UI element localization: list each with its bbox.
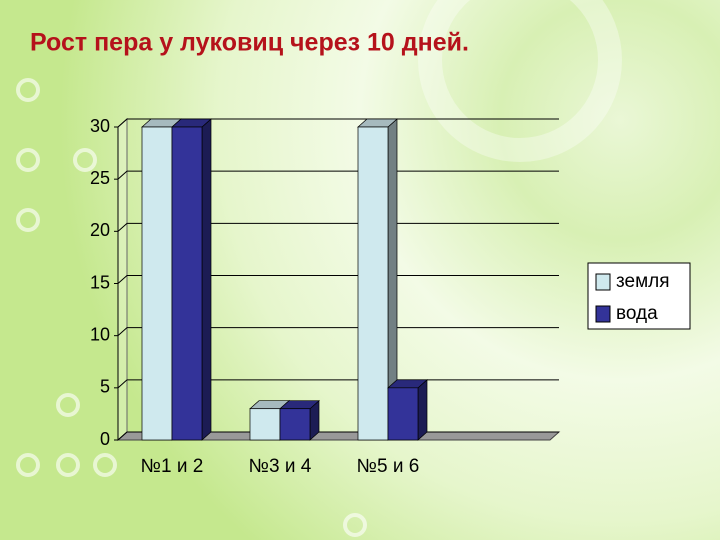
y-tick-label: 20 (90, 220, 110, 240)
y-tick-label: 10 (90, 324, 110, 344)
grid-line (117, 275, 559, 284)
bar-side (201, 118, 212, 441)
bar (171, 126, 203, 441)
y-tick-label: 30 (90, 116, 110, 136)
chart-title: Рост пера у луковиц через 10 дней. (30, 29, 469, 57)
grid-line (117, 118, 559, 128)
x-tick-label: №5 и 6 (357, 456, 420, 477)
grid-line (117, 170, 559, 180)
decoration (16, 0, 622, 537)
x-tick-label: №1 и 2 (141, 456, 204, 477)
bar (141, 126, 173, 441)
grid-line (117, 222, 559, 232)
legend-swatch (595, 305, 611, 323)
y-tick-label: 0 (100, 429, 110, 449)
grid-line (117, 327, 559, 337)
bar (249, 408, 281, 441)
legend-swatch (595, 273, 611, 291)
y-tick-label: 5 (100, 377, 110, 397)
legend-label: вода (616, 303, 658, 324)
y-tick-label: 25 (90, 168, 110, 188)
bar (357, 126, 389, 441)
bar-side (417, 379, 428, 441)
legend-label: земля (616, 271, 670, 292)
x-tick-label: №3 и 4 (249, 456, 312, 477)
bar (387, 387, 419, 441)
y-tick-label: 15 (90, 272, 110, 292)
bar (279, 408, 311, 441)
